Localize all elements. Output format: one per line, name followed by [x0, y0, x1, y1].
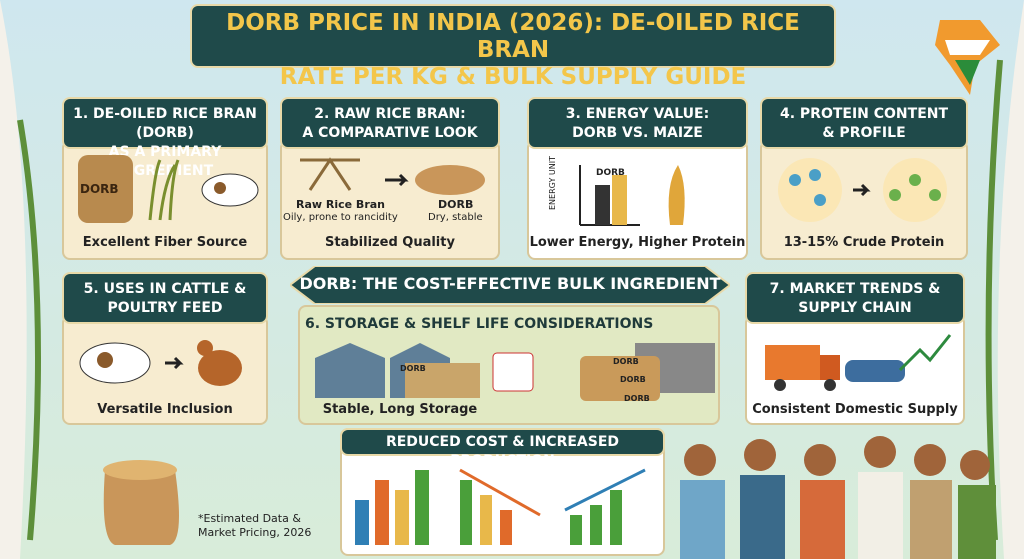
heading-line: 3. ENERGY VALUE:	[565, 106, 710, 122]
illustration	[765, 334, 952, 391]
banner-text: DORB: THE COST-EFFECTIVE BULK INGREDIENT	[299, 274, 721, 293]
heading-line: DORB VS. MAIZE	[572, 125, 703, 141]
panel-heading: 2. RAW RICE BRAN: A COMPARATIVE LOOK	[280, 97, 500, 149]
caption: Lower Energy, Higher Protein	[529, 235, 746, 250]
illustration	[778, 158, 947, 222]
illustration	[300, 157, 485, 195]
sack-label: DORB	[400, 364, 426, 373]
sack-label: DORB	[613, 357, 639, 366]
footnote-line: Market Pricing, 2026	[198, 526, 312, 539]
label: Dry, stable	[428, 212, 483, 223]
caption: Versatile Inclusion	[97, 402, 233, 417]
bottom-heading: REDUCED COST & INCREASED PRODUCTION	[340, 428, 665, 469]
label: Oily, prone to rancidity	[283, 212, 398, 223]
banner-arrow	[290, 266, 730, 304]
caption: 13-15% Crude Protein	[783, 235, 945, 250]
sack-illustration	[103, 460, 179, 545]
sack-label: DORB	[620, 375, 646, 384]
title-line: DORB PRICE IN INDIA (2026): DE-OILED RIC…	[226, 10, 800, 63]
panel-heading: 6. STORAGE & SHELF LIFE CONSIDERATIONS	[305, 316, 654, 332]
illustration	[579, 165, 685, 226]
panel-heading: 3. ENERGY VALUE: DORB VS. MAIZE	[527, 97, 748, 149]
footnote: *Estimated Data & Market Pricing, 2026	[198, 512, 311, 540]
heading-line: 7. MARKET TRENDS &	[769, 281, 941, 297]
illustration	[355, 468, 646, 545]
panel-heading: 7. MARKET TRENDS & SUPPLY CHAIN	[745, 272, 965, 324]
heading-line: SUPPLY CHAIN	[798, 300, 912, 316]
title-line: RATE PER KG & BULK SUPPLY GUIDE	[279, 64, 747, 90]
footnote-line: *Estimated Data &	[198, 512, 301, 525]
label: DORB	[596, 168, 625, 178]
heading-line: AS A PRIMARY INGREDIENT	[108, 144, 222, 179]
heading-line: 2. RAW RICE BRAN:	[314, 106, 466, 122]
axis-label: ENERGY UNIT	[548, 156, 557, 210]
caption: Consistent Domestic Supply	[752, 402, 958, 417]
heading-line: 5. USES IN CATTLE &	[83, 281, 247, 297]
illustration	[78, 155, 259, 223]
label: DORB	[438, 198, 474, 211]
caption: Stabilized Quality	[325, 235, 455, 250]
heading-line: A COMPARATIVE LOOK	[302, 125, 478, 141]
illustration	[315, 343, 715, 401]
heading-line: 1. DE-OILED RICE BRAN (DORB)	[73, 106, 257, 141]
panel-body	[527, 140, 748, 260]
panel-heading: 5. USES IN CATTLE & POULTRY FEED	[62, 272, 268, 324]
illustration	[79, 340, 242, 386]
caption: Excellent Fiber Source	[82, 235, 248, 250]
sack-label: DORB	[624, 394, 650, 403]
title-box: DORB PRICE IN INDIA (2026): DE-OILED RIC…	[190, 4, 836, 90]
heading-line: & PROFILE	[822, 125, 906, 141]
caption: Stable, Long Storage	[322, 402, 478, 417]
sack-label: DORB	[80, 182, 119, 196]
panel-heading: 4. PROTEIN CONTENT & PROFILE	[760, 97, 968, 149]
label: Raw Rice Bran	[296, 198, 385, 211]
heading-line: 4. PROTEIN CONTENT	[779, 106, 949, 122]
heading-line: POULTRY FEED	[107, 300, 223, 316]
panel-heading: 1. DE-OILED RICE BRAN (DORB) AS A PRIMARY…	[62, 97, 268, 179]
people-illustration	[680, 436, 996, 559]
